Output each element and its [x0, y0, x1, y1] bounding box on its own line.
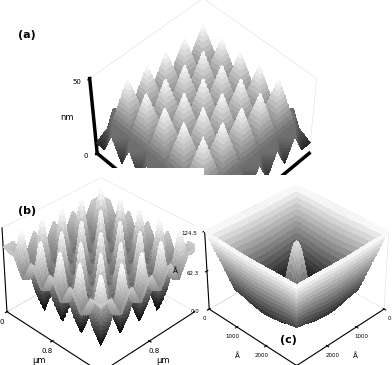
Y-axis label: μm: μm — [129, 211, 142, 219]
Text: (c): (c) — [280, 335, 297, 345]
Text: (a): (a) — [18, 30, 35, 40]
X-axis label: μm: μm — [156, 356, 170, 365]
X-axis label: Å: Å — [353, 353, 358, 360]
Y-axis label: Å: Å — [235, 353, 240, 360]
Text: (b): (b) — [18, 205, 36, 215]
Y-axis label: μm: μm — [32, 356, 45, 365]
X-axis label: μm: μm — [264, 211, 278, 219]
